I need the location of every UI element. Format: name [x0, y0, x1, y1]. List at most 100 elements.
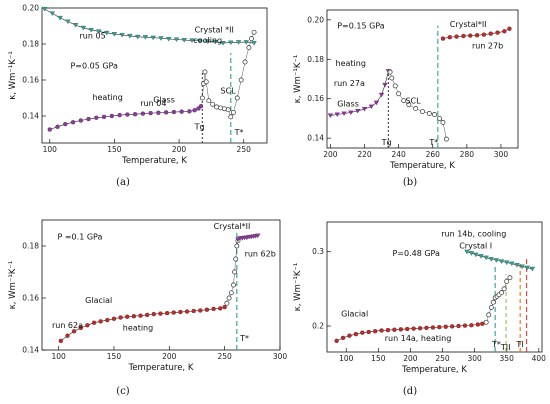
data-point: [163, 110, 169, 115]
annotation: Tg: [381, 138, 392, 147]
y-tick-label: 0.18: [22, 40, 39, 49]
data-point: [524, 265, 530, 271]
series-heating: [387, 69, 449, 142]
panel-label: (b): [403, 177, 417, 188]
data-point: [179, 109, 184, 114]
panel-d: 100 150 200 250 300 350 400 0.2 0.3 Temperature, …: [293, 221, 546, 397]
y-tick-label: 0.3: [312, 247, 324, 256]
plot-frame: [326, 9, 519, 149]
x-tick-label: 250: [217, 352, 232, 361]
x-tick-label: 100: [43, 145, 58, 154]
annotation: Tg: [194, 123, 205, 132]
data-point: [366, 329, 371, 335]
data-point: [488, 304, 494, 310]
data-point: [228, 40, 234, 46]
y-tick-label: 0.18: [22, 242, 39, 251]
data-point: [454, 34, 459, 39]
data-point: [462, 323, 468, 328]
data-point: [507, 26, 512, 31]
data-point: [125, 314, 130, 319]
data-point: [148, 110, 153, 116]
data-point: [480, 321, 485, 326]
data-point: [456, 323, 461, 329]
data-point: [156, 110, 161, 115]
data-point: [142, 35, 149, 40]
data-point: [230, 109, 236, 115]
data-point: [401, 98, 407, 104]
series-run-14b-cooling: [464, 249, 536, 272]
x-tick-label: 220: [357, 150, 372, 159]
data-point: [150, 35, 156, 41]
annotation: Glass: [153, 96, 175, 105]
y-tick-label: 0.18: [307, 55, 324, 64]
data-point: [189, 38, 195, 43]
annotation: P=0.48 GPa: [392, 249, 440, 258]
data-point: [242, 59, 248, 65]
data-point: [474, 33, 480, 38]
y-tick-label: 0.20: [22, 4, 39, 13]
y-tick-label: 0.16: [307, 94, 324, 103]
data-point: [490, 299, 496, 305]
x-tick-label: 200: [403, 354, 418, 363]
data-point: [501, 286, 507, 292]
series-run-27b: [440, 26, 512, 41]
data-point: [78, 325, 83, 331]
x-tick-label: 200: [172, 145, 187, 154]
data-point: [529, 266, 536, 272]
data-point: [334, 112, 340, 117]
x-tick-label: 100: [51, 352, 66, 361]
data-point: [249, 36, 254, 42]
annotation: Glacial: [341, 309, 368, 318]
data-point: [70, 120, 76, 125]
data-point: [101, 114, 107, 120]
data-point: [47, 127, 52, 132]
data-point: [413, 106, 419, 112]
data-point: [507, 275, 513, 281]
data-point: [91, 320, 97, 325]
data-point: [353, 332, 359, 337]
x-axis-label: Temperature, K: [389, 161, 455, 171]
data-point: [125, 112, 130, 117]
data-point: [109, 113, 114, 119]
data-point: [373, 100, 380, 106]
annotation: T*: [491, 340, 501, 349]
data-point: [118, 315, 123, 320]
data-point: [132, 112, 138, 117]
data-point: [111, 32, 118, 37]
y-tick-label: 0.16: [22, 76, 39, 85]
data-point: [417, 326, 423, 331]
data-point: [192, 108, 197, 113]
panel-label: (a): [116, 177, 130, 188]
annotation: heating: [336, 59, 366, 68]
data-point: [378, 92, 385, 98]
data-point: [202, 69, 208, 75]
data-point: [431, 112, 437, 117]
data-point: [426, 111, 432, 116]
data-point: [447, 35, 452, 40]
data-point: [198, 103, 204, 109]
annotation: Crystal*II: [450, 20, 487, 29]
annotation: Crystal I: [459, 242, 492, 251]
x-tick-label: 150: [371, 354, 386, 363]
data-point: [151, 311, 156, 317]
series-heating: [483, 275, 513, 325]
data-point: [86, 116, 91, 122]
data-point: [65, 333, 70, 338]
data-point: [396, 91, 402, 97]
y-axis-label: κ, Wm⁻¹K⁻¹: [293, 55, 303, 103]
annotation: run 62a: [52, 321, 83, 330]
data-point: [228, 114, 234, 120]
x-tick-label: 200: [162, 352, 177, 361]
data-point: [387, 69, 393, 75]
x-tick-label: 240: [391, 150, 406, 159]
data-point: [105, 317, 110, 323]
annotation: Crystal *II: [195, 25, 234, 34]
series-run-62b: [235, 233, 261, 242]
data-point: [372, 329, 378, 334]
data-point: [251, 29, 257, 35]
data-point: [398, 327, 403, 332]
data-point: [411, 326, 416, 331]
panel-c: 100 150 200 250 300 0.14 0.16 0.18 Temperature, …: [8, 219, 287, 397]
data-point: [158, 36, 164, 41]
data-point: [360, 330, 365, 335]
